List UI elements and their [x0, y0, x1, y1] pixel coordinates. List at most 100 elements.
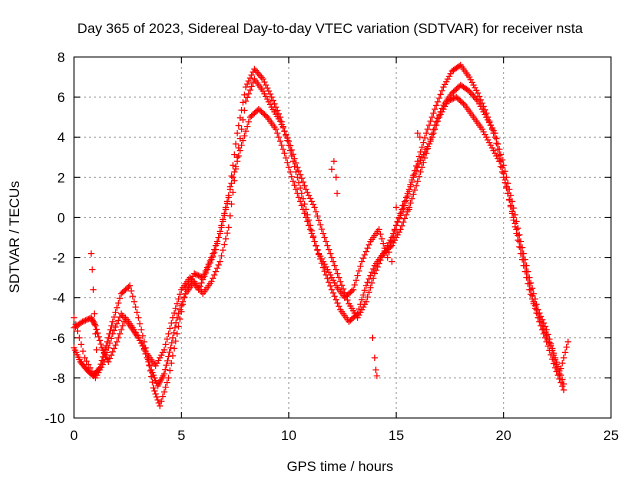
data-point [430, 109, 437, 117]
data-point [262, 81, 270, 89]
data-point [338, 282, 345, 289]
data-point [297, 198, 304, 205]
data-point [557, 365, 565, 372]
data-point [362, 282, 370, 289]
data-point [288, 152, 295, 160]
data-point [382, 249, 390, 257]
y-tick-label: 8 [57, 49, 65, 65]
data-point [96, 337, 103, 344]
data-point [498, 168, 506, 176]
data-point [231, 151, 238, 158]
data-point [511, 220, 519, 227]
y-tick-label: -10 [45, 410, 65, 426]
data-point [354, 272, 361, 279]
data-point [456, 62, 463, 70]
data-point [287, 147, 294, 154]
data-point [415, 173, 423, 180]
data-point [70, 314, 78, 321]
data-point [265, 87, 272, 95]
data-point [321, 234, 328, 241]
data-point [487, 121, 494, 129]
data-point [165, 374, 172, 382]
data-point [543, 332, 550, 339]
data-point [394, 218, 401, 226]
data-point [319, 264, 327, 271]
data-point [408, 195, 416, 202]
data-point [277, 113, 284, 121]
data-point [208, 256, 215, 263]
data-point [79, 318, 86, 325]
data-point [327, 282, 334, 290]
data-point [413, 167, 420, 174]
data-point [350, 286, 357, 293]
data-point [387, 243, 394, 251]
data-point [413, 182, 420, 189]
data-point [380, 240, 387, 247]
data-point [162, 384, 169, 391]
data-point [234, 158, 241, 165]
spike-point [369, 334, 376, 341]
data-point [82, 317, 89, 324]
data-point [216, 258, 224, 265]
spike-point [373, 372, 381, 380]
data-point [497, 163, 504, 170]
data-point [374, 263, 381, 271]
data-point [435, 94, 443, 102]
spike-point [333, 190, 341, 197]
data-point [148, 373, 155, 380]
data-point [554, 372, 562, 379]
x-tick-label: 25 [603, 427, 619, 443]
data-point [236, 114, 244, 122]
data-point [405, 188, 413, 195]
data-point [309, 201, 317, 208]
spike-point [388, 258, 396, 265]
data-point [314, 212, 321, 220]
data-point [368, 279, 376, 287]
data-point [178, 302, 185, 309]
data-point [229, 174, 237, 181]
data-point [299, 178, 307, 186]
data-point [248, 83, 255, 90]
data-point [274, 130, 281, 137]
data-point [324, 275, 331, 282]
data-point [291, 163, 298, 170]
data-point [520, 256, 527, 263]
data-point [241, 132, 248, 140]
data-point [261, 78, 268, 86]
data-point [266, 90, 274, 98]
data-point [390, 232, 397, 240]
data-point [295, 194, 303, 201]
data-point [169, 334, 177, 341]
data-point [85, 361, 92, 368]
data-point [228, 180, 235, 187]
data-point [484, 113, 492, 121]
data-point [140, 338, 148, 345]
data-point [102, 353, 109, 361]
data-point [514, 224, 522, 232]
data-point [149, 379, 156, 386]
data-point [540, 325, 547, 333]
data-point [222, 204, 229, 211]
data-point [305, 222, 313, 229]
data-point [325, 279, 333, 286]
data-point [214, 265, 221, 272]
data-point [476, 93, 483, 100]
data-point [480, 103, 487, 110]
data-point [307, 195, 314, 202]
spike-point [405, 206, 413, 213]
data-point [108, 351, 115, 359]
data-point [384, 254, 391, 261]
data-point [421, 154, 429, 162]
data-point [252, 67, 260, 74]
x-tick-label: 10 [281, 427, 297, 443]
data-point [164, 357, 171, 365]
data-point [289, 151, 297, 158]
data-point [83, 316, 91, 323]
y-tick-label: -6 [53, 330, 66, 346]
data-point [560, 386, 567, 394]
data-point [398, 208, 406, 216]
data-point [537, 318, 545, 325]
data-point [420, 139, 427, 146]
data-point [550, 360, 557, 367]
spike-point [91, 310, 98, 317]
